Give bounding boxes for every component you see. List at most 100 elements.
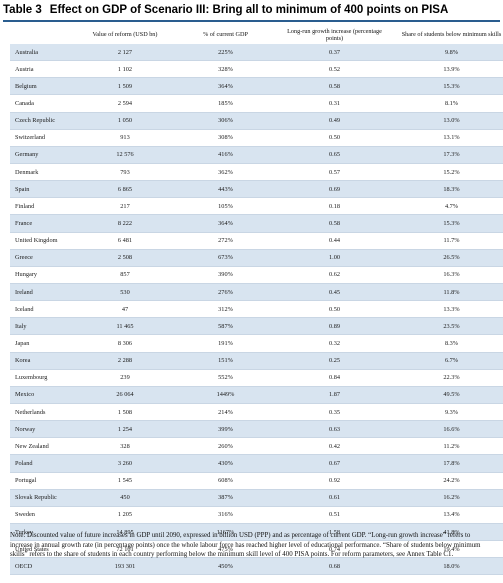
growth-increase-cell: 0.51	[280, 506, 389, 524]
value-of-reform-cell: 328	[79, 437, 171, 456]
table-row: Luxembourg 239 552% 0.84 22.3%	[10, 369, 503, 387]
table-row: New Zealand 328 260% 0.42 11.2%	[10, 437, 503, 456]
table-row: Hungary 857 390% 0.62 16.3%	[10, 266, 503, 284]
percent-gdp-cell: 475%	[171, 540, 280, 559]
value-of-reform-cell: 2 594	[79, 94, 171, 113]
country-cell: Luxembourg	[10, 369, 79, 387]
share-below-minimum-cell: 11.2%	[389, 437, 503, 456]
value-of-reform-cell: 1 205	[79, 506, 171, 524]
percent-gdp-cell: 387%	[171, 489, 280, 507]
percent-gdp-cell: 673%	[171, 249, 280, 267]
growth-increase-cell: 0.49	[280, 112, 389, 130]
table-body: Australia 2 127 225% 0.37 9.8% Austria 1 102 32…	[10, 44, 503, 576]
table-row: Spain 6 865 443% 0.69 18.3%	[10, 180, 503, 199]
header-value-of-reform: Value of reform (USD bn)	[92, 31, 158, 38]
growth-increase-cell: 0.58	[280, 77, 389, 96]
share-below-minimum-cell: 26.5%	[389, 249, 503, 267]
table-row: Poland 3 260 430% 0.67 17.8%	[10, 454, 503, 473]
share-below-minimum-cell: 16.2%	[389, 489, 503, 507]
growth-increase-cell: 0.89	[280, 317, 389, 336]
country-cell: Korea	[10, 352, 79, 370]
country-cell: Iceland	[10, 300, 79, 319]
value-of-reform-cell: 6 865	[79, 180, 171, 199]
percent-gdp-cell: 450%	[171, 557, 280, 576]
growth-increase-cell: 0.57	[280, 163, 389, 182]
value-of-reform-cell: 2 288	[79, 352, 171, 370]
table-notes: Note: Discounted value of future increas…	[10, 532, 481, 559]
value-of-reform-cell: 8 222	[79, 214, 171, 233]
country-cell: Hungary	[10, 266, 79, 284]
country-cell: Norway	[10, 420, 79, 439]
growth-increase-cell: 0.67	[280, 454, 389, 473]
country-cell: Greece	[10, 249, 79, 267]
value-of-reform-cell: 6 481	[79, 232, 171, 250]
share-below-minimum-cell: 9.3%	[389, 403, 503, 422]
table-row: Finland 217 105% 0.18 4.7%	[10, 197, 503, 216]
country-cell: Spain	[10, 180, 79, 199]
table-row: Japan 8 306 191% 0.32 8.3%	[10, 334, 503, 353]
table-row: Norway 1 254 399% 0.63 16.6%	[10, 420, 503, 439]
share-below-minimum-cell: 17.8%	[389, 454, 503, 473]
table-row: Sweden 1 205 316% 0.51 13.4%	[10, 506, 503, 524]
growth-increase-cell: 0.61	[280, 489, 389, 507]
table-row: Australia 2 127 225% 0.37 9.8%	[10, 44, 503, 62]
value-of-reform-cell: 3 260	[79, 454, 171, 473]
percent-gdp-cell: 364%	[171, 214, 280, 233]
value-of-reform-cell: 47	[79, 300, 171, 319]
share-below-minimum-cell: 13.9%	[389, 60, 503, 79]
growth-increase-cell: 0.45	[280, 283, 389, 302]
value-of-reform-cell: 793	[79, 163, 171, 182]
table-row: Turkey 14 895 1167% 1.58 41.8%	[10, 523, 503, 542]
table-row: Denmark 793 362% 0.57 15.2%	[10, 163, 503, 182]
value-of-reform-cell: 1 509	[79, 77, 171, 96]
value-of-reform-cell: 1 508	[79, 403, 171, 422]
table-title: Table 3 Effect on GDP of Scenario III: B…	[3, 2, 448, 18]
share-below-minimum-cell: 15.3%	[389, 214, 503, 233]
country-cell: New Zealand	[10, 437, 79, 456]
country-cell: Japan	[10, 334, 79, 353]
share-below-minimum-cell: 13.1%	[389, 129, 503, 147]
growth-increase-cell: 0.44	[280, 232, 389, 250]
table-row: Slovak Republic 450 387% 0.61 16.2%	[10, 489, 503, 507]
growth-increase-cell: 0.65	[280, 146, 389, 164]
table-caption: Effect on GDP of Scenario III: Bring all…	[49, 4, 449, 16]
percent-gdp-cell: 185%	[171, 94, 280, 113]
table-row: Italy 11 465 587% 0.89 23.5%	[10, 317, 503, 336]
value-of-reform-cell: 530	[79, 283, 171, 302]
growth-increase-cell: 0.63	[280, 420, 389, 439]
value-of-reform-cell: 217	[79, 197, 171, 216]
percent-gdp-cell: 260%	[171, 437, 280, 456]
country-cell: Portugal	[10, 472, 79, 490]
gdp-effect-table: Value of reform (USD bn) % of current GD…	[10, 25, 503, 576]
percent-gdp-cell: 191%	[171, 334, 280, 353]
percent-gdp-cell: 1449%	[171, 386, 280, 404]
percent-gdp-cell: 587%	[171, 317, 280, 336]
country-cell: Mexico	[10, 386, 79, 404]
table-row: Czech Republic 1 050 306% 0.49 13.0%	[10, 112, 503, 130]
header-country	[10, 25, 79, 44]
share-below-minimum-cell: 15.2%	[389, 163, 503, 182]
share-below-minimum-cell: 6.7%	[389, 352, 503, 370]
growth-increase-cell: 0.18	[280, 197, 389, 216]
country-cell: Czech Republic	[10, 112, 79, 130]
percent-gdp-cell: 362%	[171, 163, 280, 182]
share-below-minimum-cell: 16.6%	[389, 420, 503, 439]
table-number: Table 3	[3, 4, 42, 16]
country-cell: OECD	[10, 557, 79, 576]
percent-gdp-cell: 399%	[171, 420, 280, 439]
growth-increase-cell: 0.74	[280, 540, 389, 559]
percent-gdp-cell: 276%	[171, 283, 280, 302]
country-cell: Denmark	[10, 163, 79, 182]
value-of-reform-cell: 2 127	[79, 44, 171, 62]
share-below-minimum-cell: 24.2%	[389, 472, 503, 490]
table-row: Ireland 530 276% 0.45 11.8%	[10, 283, 503, 302]
percent-gdp-cell: 312%	[171, 300, 280, 319]
value-of-reform-cell: 2 508	[79, 249, 171, 267]
growth-increase-cell: 0.50	[280, 300, 389, 319]
percent-gdp-cell: 416%	[171, 146, 280, 164]
table-row: Korea 2 288 151% 0.25 6.7%	[10, 352, 503, 370]
table-row: Switzerland 913 308% 0.50 13.1%	[10, 129, 503, 147]
growth-increase-cell: 1.87	[280, 386, 389, 404]
growth-increase-cell: 0.31	[280, 94, 389, 113]
value-of-reform-cell: 1 102	[79, 60, 171, 79]
